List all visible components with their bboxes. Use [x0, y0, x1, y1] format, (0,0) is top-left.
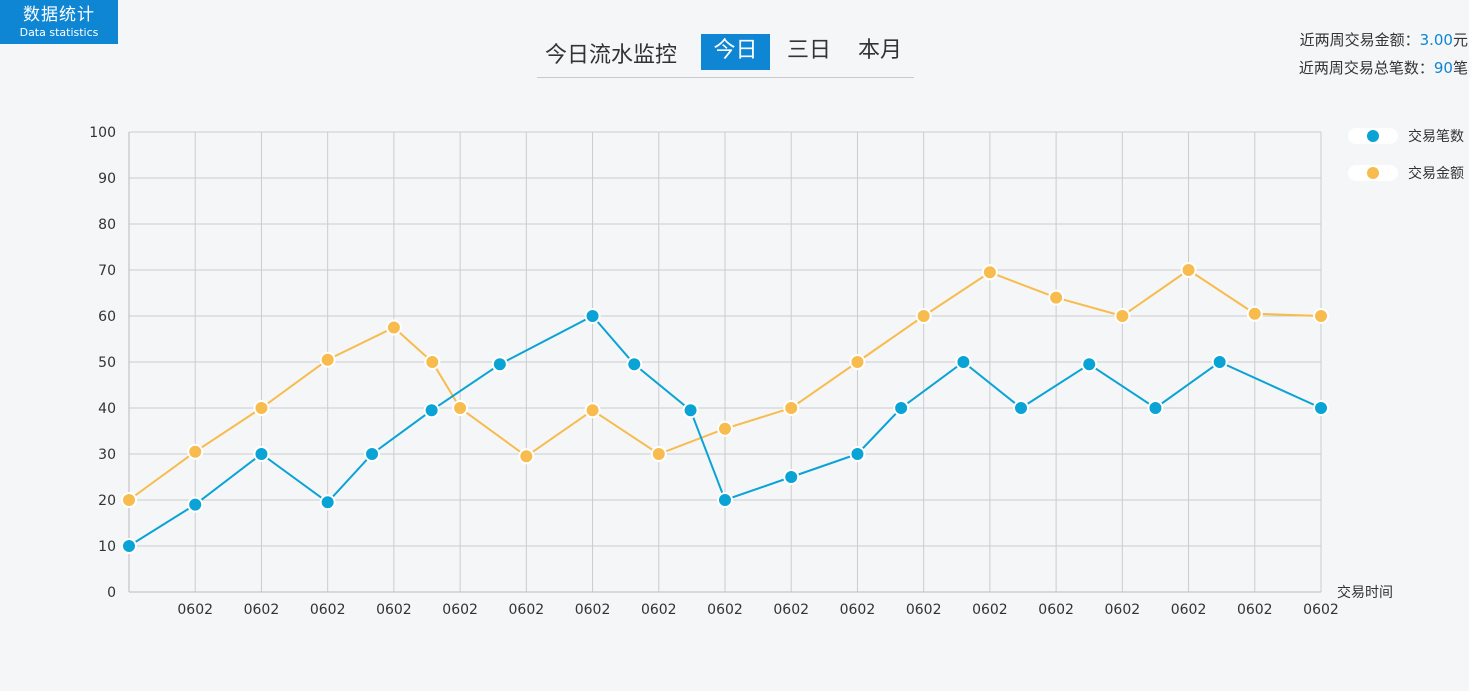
- y-tick-label: 20: [98, 493, 116, 509]
- x-tick-label: 0602: [641, 602, 677, 618]
- data-point: [253, 400, 270, 416]
- data-point: [1081, 356, 1098, 373]
- data-point: [1246, 305, 1263, 322]
- chart-axes: 0 10 20 30 40 50 60 70 80 90 100 0602 0602 0602 0602 06…: [89, 125, 1393, 618]
- y-tick-label: 100: [89, 125, 116, 141]
- x-tick-label: 0602: [773, 602, 809, 618]
- data-point: [1048, 289, 1065, 306]
- series-line: [128, 314, 1322, 547]
- data-point: [849, 446, 866, 462]
- data-point: [717, 492, 733, 508]
- legend-label-amount: 交易金额: [1408, 166, 1464, 182]
- y-tick-label: 10: [98, 539, 116, 555]
- data-point: [717, 420, 733, 437]
- data-point: [584, 308, 601, 324]
- count-unit: 笔: [1452, 59, 1468, 77]
- x-tick-label: 0602: [442, 602, 478, 618]
- data-point: [452, 400, 469, 416]
- tab-today[interactable]: 今日: [701, 34, 770, 70]
- y-tick-label: 90: [98, 171, 116, 187]
- x-tick-label: 0602: [1303, 602, 1339, 618]
- data-point: [1114, 308, 1131, 324]
- data-point: [1147, 400, 1164, 416]
- data-point: [1313, 308, 1329, 324]
- y-tick-label: 80: [98, 217, 116, 233]
- x-tick-label: 0602: [244, 602, 280, 618]
- data-point: [682, 402, 699, 419]
- x-tick-label: 0602: [972, 602, 1008, 618]
- data-point: [1211, 354, 1228, 370]
- data-point: [783, 469, 800, 485]
- data-point: [783, 400, 800, 416]
- data-point: [187, 496, 204, 513]
- chart-series: [121, 262, 1329, 554]
- data-point: [650, 446, 667, 462]
- data-point: [849, 354, 866, 370]
- data-point: [385, 319, 402, 336]
- data-point: [955, 354, 972, 370]
- x-tick-label: 0602: [177, 602, 213, 618]
- legend-dot-icon: [1367, 130, 1379, 142]
- series-line: [128, 268, 1322, 501]
- x-tick-label: 0602: [1038, 602, 1074, 618]
- amount-label: 近两周交易金额：: [1299, 31, 1420, 49]
- y-tick-label: 50: [98, 355, 116, 371]
- amount-unit: 元: [1452, 31, 1468, 49]
- x-tick-label: 0602: [310, 602, 346, 618]
- x-tick-label: 0602: [906, 602, 942, 618]
- tab-three-days[interactable]: 三日: [786, 38, 831, 63]
- monitor-title: 今日流水监控: [545, 43, 678, 68]
- count-summary: 近两周交易总笔数：90笔: [1299, 56, 1468, 84]
- chart-grid: [129, 131, 1322, 593]
- summary-panel: 近两周交易金额：3.00元 近两周交易总笔数：90笔: [1299, 28, 1468, 84]
- tab-this-month[interactable]: 本月: [857, 38, 902, 63]
- data-point: [491, 356, 508, 373]
- data-point: [187, 443, 204, 460]
- data-point: [915, 308, 932, 324]
- data-point: [423, 402, 440, 419]
- data-point: [1180, 262, 1197, 278]
- count-label: 近两周交易总笔数：: [1298, 59, 1434, 77]
- data-point: [584, 402, 601, 419]
- legend-label-count: 交易笔数: [1408, 129, 1464, 145]
- x-tick-label: 0602: [376, 602, 412, 618]
- data-point: [319, 494, 336, 511]
- x-tick-label: 0602: [840, 602, 876, 618]
- data-point: [364, 446, 381, 462]
- y-tick-label: 0: [107, 585, 116, 601]
- section-subtitle: Data statistics: [19, 26, 99, 39]
- data-point: [121, 492, 137, 508]
- x-axis-label: 交易时间: [1337, 584, 1393, 601]
- x-tick-label: 0602: [1105, 602, 1141, 618]
- x-tick-label: 0602: [575, 602, 611, 618]
- x-tick-label: 0602: [1237, 602, 1273, 618]
- data-point: [253, 446, 270, 462]
- section-title: 数据统计: [23, 5, 95, 25]
- data-point: [893, 400, 910, 416]
- y-tick-label: 40: [98, 401, 116, 417]
- data-point: [626, 356, 643, 373]
- count-value: 90: [1433, 59, 1453, 77]
- data-point: [424, 354, 441, 370]
- y-tick-label: 30: [98, 447, 116, 463]
- data-point: [1313, 400, 1329, 416]
- x-tick-label: 0602: [1171, 602, 1207, 618]
- data-point: [981, 264, 998, 281]
- section-badge: 数据统计 Data statistics: [0, 0, 118, 44]
- legend-dot-icon: [1367, 167, 1379, 179]
- data-point: [518, 448, 535, 465]
- y-tick-label: 60: [98, 309, 116, 325]
- amount-summary: 近两周交易金额：3.00元: [1299, 28, 1468, 56]
- data-point: [121, 538, 137, 554]
- data-point: [319, 351, 336, 368]
- x-tick-label: 0602: [509, 602, 545, 618]
- period-tabs: 今日流水监控 今日 三日 本月: [537, 34, 914, 78]
- x-tick-label: 0602: [707, 602, 743, 618]
- amount-value: 3.00: [1419, 31, 1453, 49]
- y-tick-label: 70: [98, 263, 116, 279]
- data-point: [1013, 400, 1030, 416]
